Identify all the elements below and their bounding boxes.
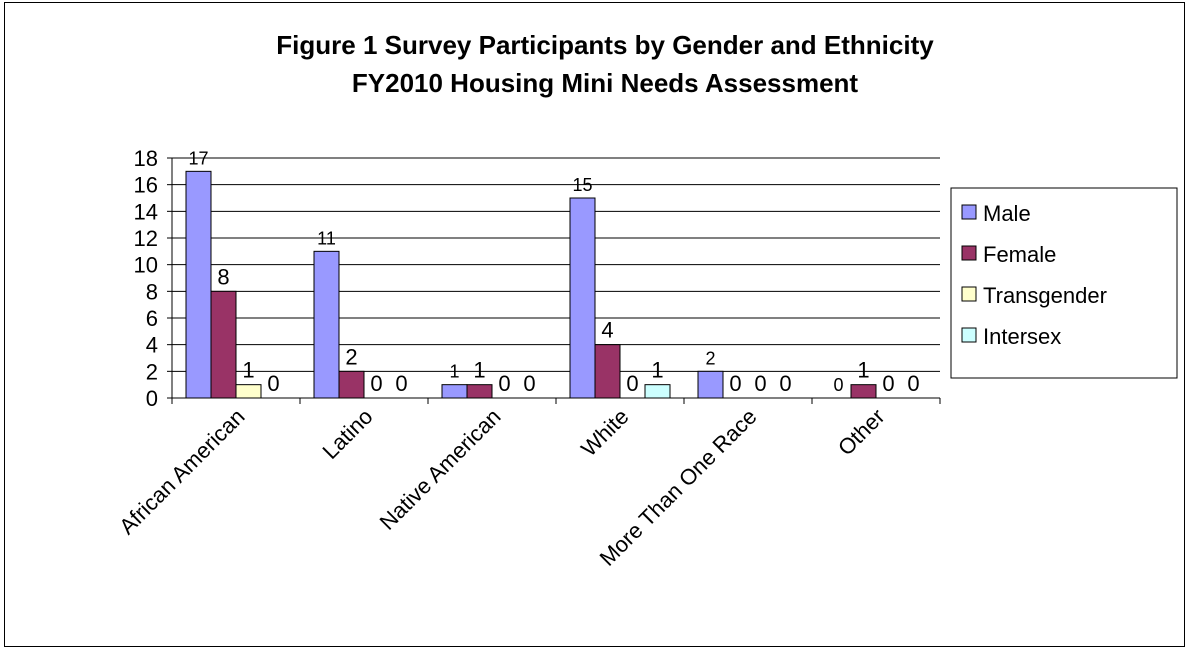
legend-swatch-transgender	[961, 286, 977, 302]
data-label: 0	[498, 371, 510, 396]
y-tick-label: 0	[146, 386, 158, 411]
x-tick-label: Native American	[375, 404, 506, 535]
data-label: 0	[882, 371, 894, 396]
y-tick-label: 8	[146, 279, 158, 304]
bar-transgender-african-american	[235, 384, 262, 399]
data-label: 1	[449, 362, 459, 382]
legend-swatch-male	[961, 204, 977, 220]
data-label: 1	[242, 358, 254, 383]
data-label: 0	[779, 371, 791, 396]
data-label: 0	[626, 371, 638, 396]
y-tick-label: 10	[134, 253, 158, 278]
data-label: 0	[370, 371, 382, 396]
legend-box	[950, 187, 1178, 379]
legend-label-female: Female	[983, 242, 1056, 267]
y-tick-label: 12	[134, 226, 158, 251]
bar-intersex-white	[644, 384, 671, 399]
x-tick-label: Other	[833, 404, 890, 461]
x-tick-label: White	[576, 404, 633, 461]
y-tick-label: 6	[146, 306, 158, 331]
data-label: 0	[833, 375, 843, 395]
data-label: 0	[754, 371, 766, 396]
bar-female-other	[850, 384, 877, 399]
bar-female-white	[594, 344, 621, 399]
legend-swatch-female	[961, 245, 977, 261]
data-label: 17	[188, 148, 208, 168]
x-tick-label: Latino	[317, 404, 377, 464]
bar-female-native-american	[466, 384, 493, 399]
legend-label-transgender: Transgender	[983, 283, 1107, 308]
data-label: 0	[523, 371, 535, 396]
bars	[185, 170, 877, 399]
data-label: 11	[317, 228, 336, 248]
legend-label-intersex: Intersex	[983, 324, 1061, 349]
data-label: 0	[395, 371, 407, 396]
bar-male-native-american	[441, 384, 468, 399]
y-tick-label: 2	[146, 359, 158, 384]
chart-subtitle: FY2010 Housing Mini Needs Assessment	[352, 68, 859, 98]
gridlines	[172, 157, 940, 372]
data-label: 2	[345, 344, 357, 369]
bar-male-latino	[313, 250, 340, 399]
y-tick-label: 14	[134, 199, 158, 224]
data-label: 0	[729, 371, 741, 396]
chart-title: Figure 1 Survey Participants by Gender a…	[276, 30, 934, 60]
legend: Male Female Transgender Intersex	[950, 187, 1178, 379]
bar-male-african-american	[185, 170, 212, 399]
bar-male-more-than-one-race	[697, 370, 724, 399]
y-tick-label: 4	[146, 333, 158, 358]
data-label: 1	[651, 358, 663, 383]
y-tick-label: 18	[134, 146, 158, 171]
x-tick-label: African American	[114, 404, 249, 539]
bar-male-white	[569, 197, 596, 399]
data-label: 0	[907, 371, 919, 396]
y-tick-label: 16	[134, 173, 158, 198]
data-label: 2	[705, 348, 715, 368]
legend-swatch-intersex	[961, 327, 977, 343]
data-label: 8	[217, 264, 229, 289]
data-label: 0	[267, 371, 279, 396]
data-label: 4	[601, 318, 613, 343]
bar-female-latino	[338, 370, 365, 399]
legend-label-male: Male	[983, 201, 1031, 226]
bar-female-african-american	[210, 290, 237, 399]
data-label: 1	[473, 358, 485, 383]
data-label: 1	[857, 358, 869, 383]
data-label: 15	[572, 175, 592, 195]
